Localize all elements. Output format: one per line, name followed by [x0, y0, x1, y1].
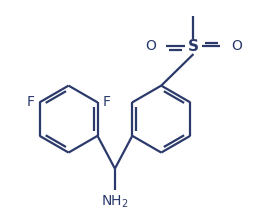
Text: F: F [26, 95, 34, 109]
Text: O: O [231, 39, 242, 53]
Text: F: F [103, 95, 111, 109]
Text: O: O [145, 39, 156, 53]
Text: NH$_2$: NH$_2$ [101, 193, 129, 210]
Text: S: S [188, 39, 199, 54]
